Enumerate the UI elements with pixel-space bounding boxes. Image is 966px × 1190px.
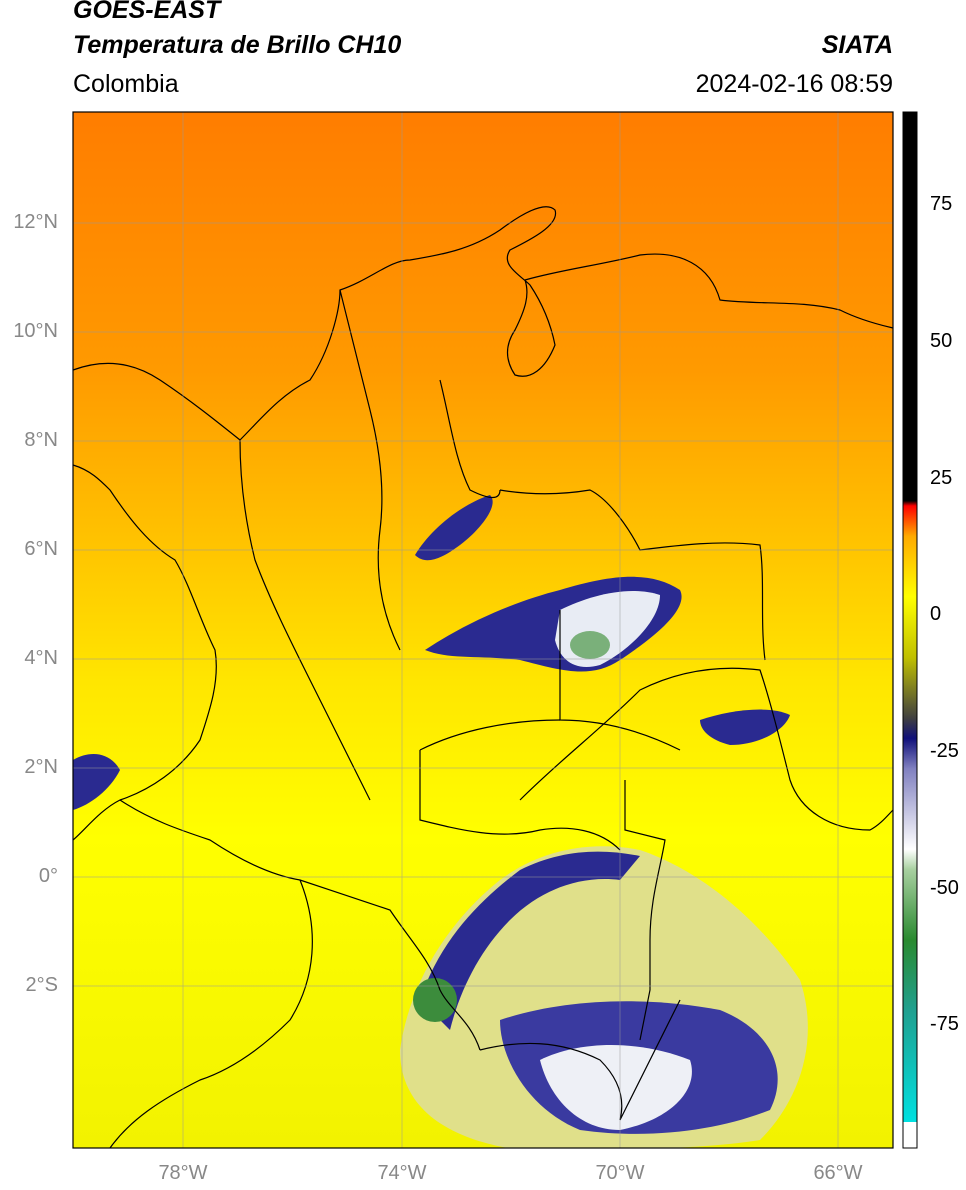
product-title: Temperatura de Brillo CH10 [73, 31, 402, 59]
lat-tick-12n: 12°N [13, 211, 58, 233]
lat-tick-10n: 10°N [13, 320, 58, 342]
colorbar-tick-75: 75 [930, 193, 953, 215]
lon-tick-66w: 66°W [813, 1162, 863, 1184]
colorbar-tick-minus50: -50 [930, 877, 959, 899]
lat-tick-2s: 2°S [25, 974, 58, 996]
cold-core-green [413, 978, 457, 1022]
colorbar-ramp [903, 112, 917, 1122]
colorbar-tick-25: 25 [930, 467, 953, 489]
colorbar-tick-minus25: -25 [930, 740, 959, 762]
coastlines-borders [72, 206, 894, 1149]
map-frame [72, 111, 894, 1149]
lat-tick-0: 0° [38, 865, 58, 887]
satellite-title: GOES-EAST [73, 0, 221, 24]
lon-tick-74w: 74°W [377, 1162, 427, 1184]
lat-tick-8n: 8°N [24, 429, 58, 451]
colorbar-tick-minus75: -75 [930, 1013, 959, 1035]
map-area [73, 112, 893, 1148]
agency-label: SIATA [821, 31, 893, 59]
colorbar-tick-0: 0 [930, 603, 942, 625]
gridlines [73, 112, 893, 1148]
datetime-label: 2024-02-16 08:59 [695, 70, 893, 98]
cloud-core-south [540, 1045, 692, 1130]
colorbar-frame [902, 111, 918, 1149]
colorbar-min-box [903, 1122, 917, 1148]
cold-core-green-2 [570, 631, 610, 659]
lon-tick-70w: 70°W [595, 1162, 645, 1184]
lat-tick-6n: 6°N [24, 538, 58, 560]
cloud-cluster-northeast [700, 709, 790, 745]
cloud-cluster-central [415, 495, 493, 561]
colorbar-tick-50: 50 [930, 330, 953, 352]
lon-tick-78w: 78°W [158, 1162, 208, 1184]
lat-tick-4n: 4°N [24, 647, 58, 669]
colorbar [902, 111, 918, 1149]
region-label: Colombia [73, 70, 179, 98]
lat-tick-2n: 2°N [24, 756, 58, 778]
